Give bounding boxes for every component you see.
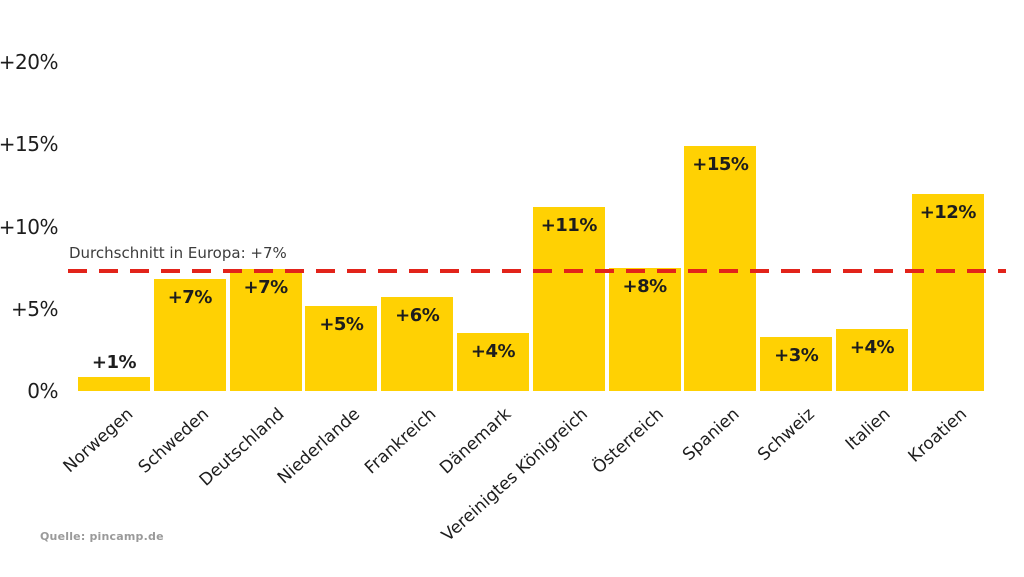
bar-frankreich (381, 297, 454, 391)
bar--sterreich (608, 267, 681, 391)
x-tick-label-kroatien: Kroatien (904, 404, 971, 467)
x-tick-label--sterreich: Österreich (588, 404, 668, 478)
y-tick-label: +20% (0, 50, 59, 75)
bar-schweden (153, 279, 226, 391)
bar-value-label: +5% (319, 313, 364, 335)
x-tick-label-vereinigtes-k-nigreich: Vereinigtes Königreich (437, 404, 592, 546)
bar-value-label: +7% (167, 287, 213, 309)
bar-vereinigtes-k-nigreich (532, 206, 605, 391)
bar-deutschland (229, 269, 302, 391)
bar-value-label: +6% (395, 305, 440, 327)
bar-schweiz (760, 336, 833, 391)
x-tick-label-d-nemark: Dänemark (436, 404, 516, 479)
x-tick-label-schweiz: Schweiz (754, 404, 819, 466)
x-tick-label-niederlande: Niederlande (273, 404, 365, 489)
source-credit: Quelle: pincamp.de (40, 530, 164, 543)
bar-d-nemark (457, 333, 529, 391)
bar-norwegen (78, 377, 150, 391)
bar-italien (836, 328, 908, 391)
average-line-annotation: Durchschnitt in Europa: +7% (69, 243, 287, 262)
x-tick-label-frankreich: Frankreich (360, 404, 440, 479)
x-tick-label-italien: Italien (842, 404, 895, 455)
y-tick-label: +5% (11, 296, 59, 321)
x-tick-label-norwegen: Norwegen (59, 404, 137, 477)
y-tick-label: +15% (0, 132, 59, 157)
bar-niederlande (305, 305, 378, 391)
bar-value-label: +3% (774, 344, 819, 366)
bar-value-label: +7% (243, 277, 289, 299)
x-tick-label-spanien: Spanien (678, 404, 744, 466)
bar-kroatien (911, 193, 984, 391)
bar-value-label: +11% (540, 214, 598, 236)
bar-value-label: +1% (91, 352, 137, 374)
bar-value-label: +8% (622, 275, 668, 297)
average-reference-line (68, 268, 1006, 273)
x-tick-label-schweden: Schweden (134, 404, 213, 478)
bar-spanien (684, 146, 757, 391)
bar-value-label: +4% (849, 336, 895, 358)
bar-value-label: +15% (692, 154, 749, 176)
bar-value-label: +4% (470, 341, 516, 363)
y-tick-label: 0% (27, 379, 58, 403)
bar-value-label: +12% (919, 201, 977, 223)
y-tick-label: +10% (0, 214, 59, 239)
